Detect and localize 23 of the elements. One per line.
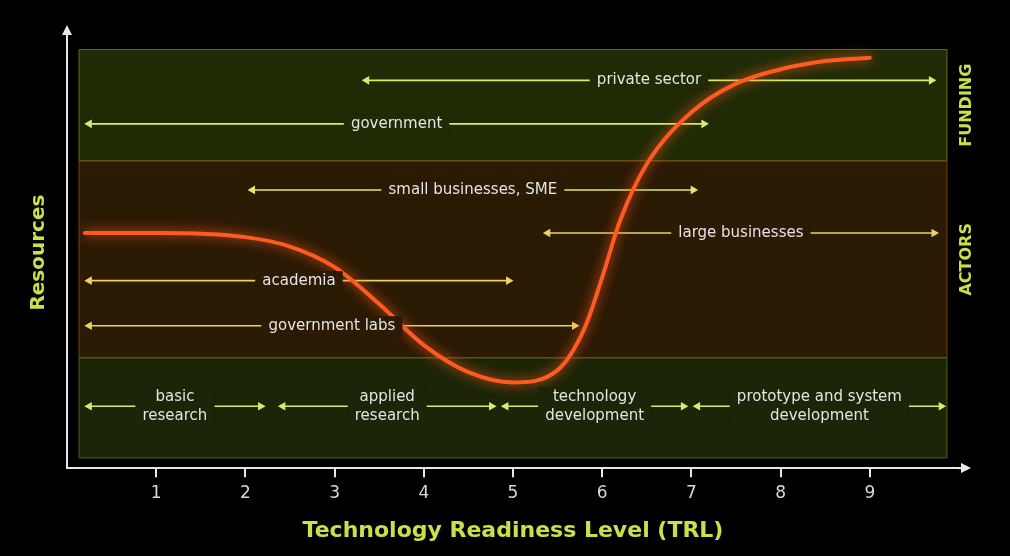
x-tick-label: 4 <box>418 481 430 502</box>
series-label: basic research <box>142 386 208 424</box>
x-tick-label: 6 <box>596 481 608 502</box>
series-label: government labs <box>268 315 396 334</box>
x-tick-label: 1 <box>150 481 162 502</box>
series-label: large businesses <box>678 222 804 241</box>
series-label: academia <box>262 270 336 289</box>
x-tick-label: 9 <box>864 481 876 502</box>
band-label: FUNDING <box>956 63 976 147</box>
series-label: small businesses, SME <box>388 179 558 198</box>
series-label: technology development <box>545 386 645 424</box>
series-label: government <box>350 113 443 132</box>
x-tick-label: 5 <box>507 481 519 502</box>
series-label: private sector <box>596 70 703 89</box>
x-tick-label: 3 <box>329 481 341 502</box>
x-tick-label: 7 <box>685 481 697 502</box>
x-tick-label: 2 <box>239 481 251 502</box>
y-axis-title: Resources <box>25 194 50 311</box>
x-axis-title: Technology Readiness Level (TRL) <box>302 516 724 542</box>
series-label: applied research <box>354 386 420 424</box>
series-label: prototype and system development <box>736 386 902 424</box>
band-label: ACTORS <box>956 223 976 296</box>
x-tick-label: 8 <box>775 481 787 502</box>
